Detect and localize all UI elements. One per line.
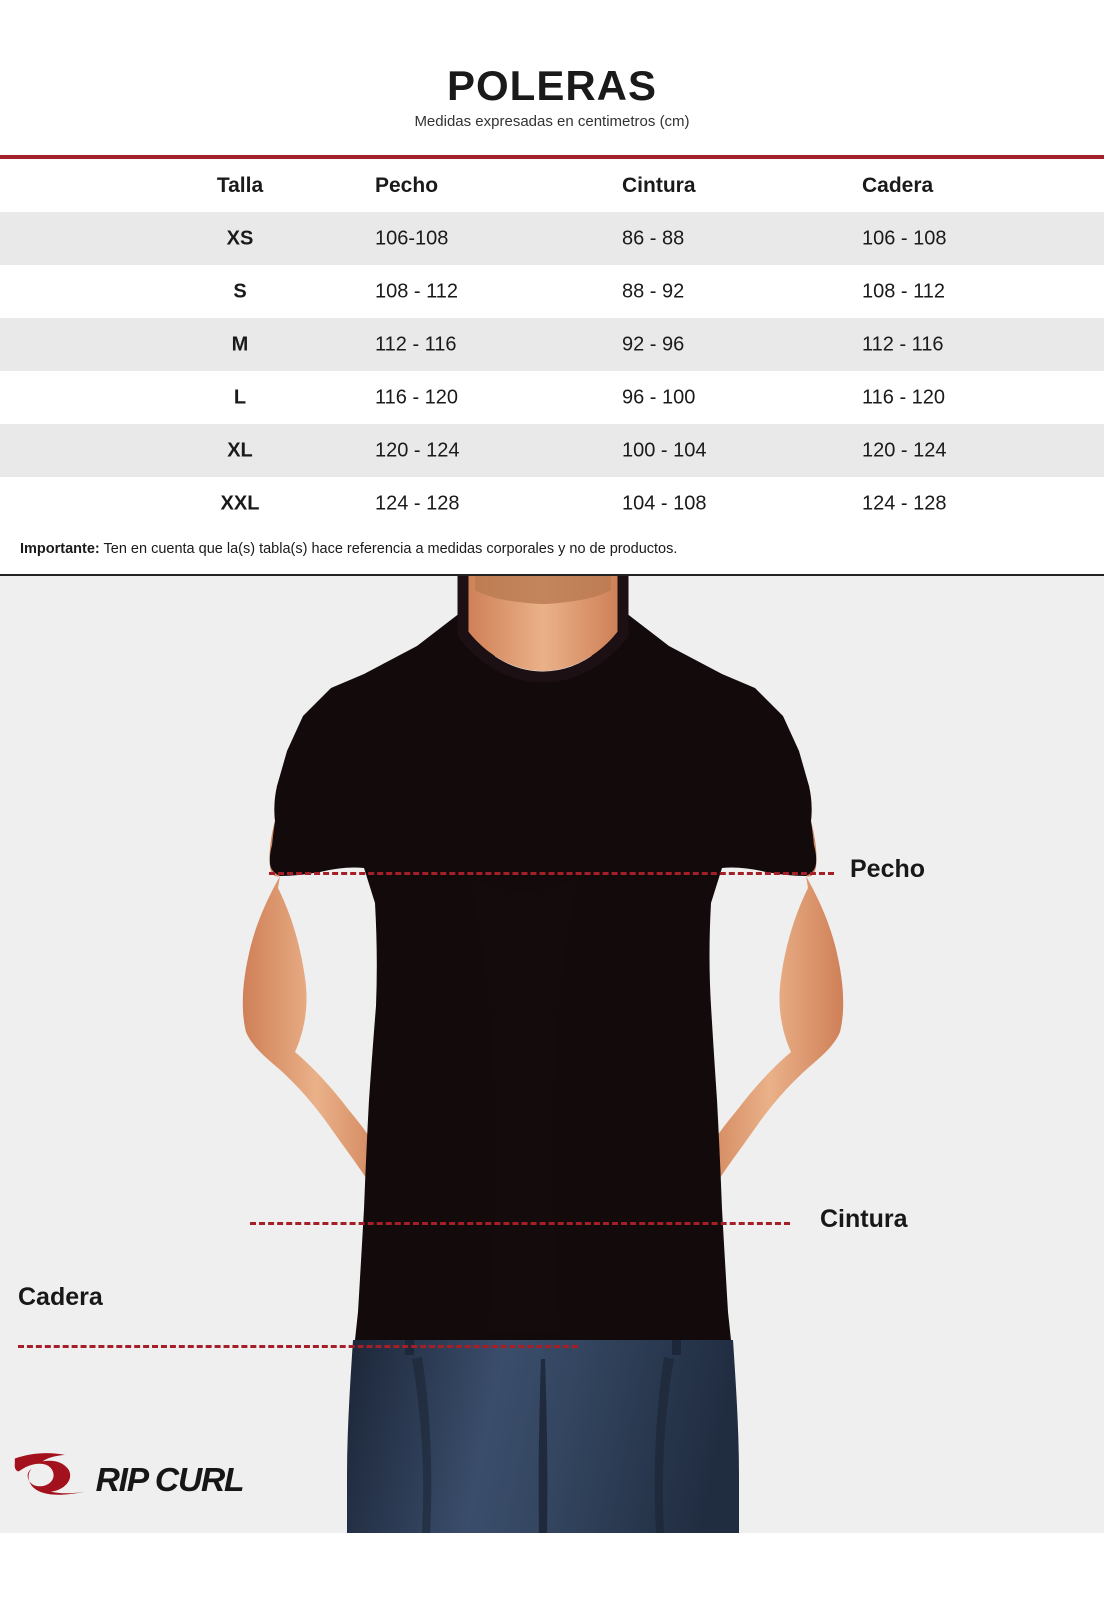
svg-text:RIP CURL: RIP CURL (96, 1462, 244, 1499)
